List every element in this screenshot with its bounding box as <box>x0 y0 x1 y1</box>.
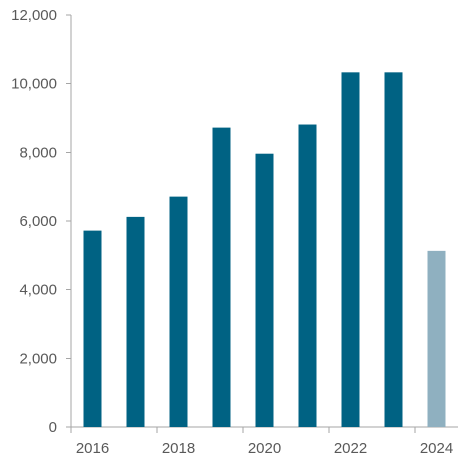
y-tick-label: 6,000 <box>19 213 57 230</box>
y-tick-label: 4,000 <box>19 282 57 299</box>
bar-2024 <box>427 250 446 427</box>
y-tick-label: 8,000 <box>19 144 57 161</box>
x-tick-label: 2022 <box>334 440 367 457</box>
bar-2023 <box>384 72 403 427</box>
bar-2022 <box>341 72 360 427</box>
bar-2016 <box>83 230 102 427</box>
y-tick-label: 2,000 <box>19 350 57 367</box>
bar-2017 <box>126 216 145 427</box>
x-tick-label: 2016 <box>76 440 109 457</box>
y-tick-label: 10,000 <box>11 76 57 93</box>
bar-2019 <box>212 127 231 427</box>
y-axis: 0 2,000 4,000 6,000 8,000 10,000 12,000 <box>11 7 72 436</box>
x-axis: 2016 2018 2020 2022 2024 <box>70 426 458 457</box>
bar-2020 <box>255 153 274 427</box>
x-tick-label: 2018 <box>162 440 195 457</box>
bar-2021 <box>298 124 317 428</box>
bars <box>83 72 446 428</box>
y-tick-label: 12,000 <box>11 7 57 24</box>
x-tick-label: 2020 <box>248 440 281 457</box>
y-tick-label: 0 <box>49 419 57 436</box>
x-tick-label: 2024 <box>420 440 453 457</box>
bar-2018 <box>169 196 188 427</box>
